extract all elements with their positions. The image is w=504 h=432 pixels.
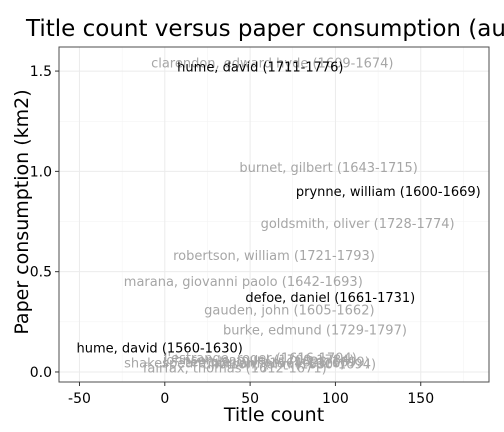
x-tick-label: 50	[241, 391, 259, 407]
x-tick-label: 100	[322, 391, 349, 407]
point-label: shakespeare, william (1564-1616)	[124, 356, 345, 371]
point-labels: clarendon, edward hyde (1609-1674) burnet…	[77, 57, 481, 377]
point-label: johnson, samuel (1709-1784)	[162, 353, 355, 368]
point-label: tillotson, john (1630-1694)	[203, 357, 376, 372]
point-label: gauden, john (1605-1662)	[204, 303, 374, 318]
x-tick-label: 0	[160, 391, 169, 407]
y-axis-ticks: 0.0 0.5 1.0 1.5	[30, 64, 59, 381]
highlighted-point-label: defoe, daniel (1661-1731)	[245, 291, 415, 306]
point-label: marana, giovanni paolo (1642-1693)	[124, 275, 363, 290]
grid-lines	[59, 47, 489, 382]
point-label: l'estrange, roger (1616-1704)	[164, 351, 357, 366]
y-tick-label: 0.0	[30, 365, 52, 381]
point-label: burke, edmund (1729-1797)	[223, 323, 407, 338]
plot-panel: clarendon, edward hyde (1609-1674) burnet…	[58, 46, 490, 383]
y-axis-title: Paper consumption (km2)	[11, 89, 33, 334]
highlighted-point-label: prynne, william (1600-1669)	[296, 185, 481, 200]
plot-border	[58, 46, 490, 383]
x-axis-ticks: -50 0 50 100 150	[68, 382, 434, 407]
point-label: robertson, william (1721-1793)	[173, 249, 375, 264]
point-label: goldsmith, oliver (1728-1774)	[261, 217, 455, 232]
x-tick-label: -50	[68, 391, 91, 407]
y-tick-label: 0.5	[30, 265, 52, 281]
highlighted-point-label: hume, david (1711-1776)	[177, 61, 343, 76]
point-label: clarendon, edward hyde (1609-1674)	[151, 57, 393, 72]
y-tick-label: 1.5	[30, 64, 52, 80]
point-label: temple, william (1628-1699)	[185, 355, 370, 370]
point-label: fairfax, thomas (1612-1671)	[143, 361, 327, 376]
x-tick-label: 150	[407, 391, 434, 407]
plot-background	[58, 46, 490, 383]
x-axis-title: Title count	[223, 404, 324, 426]
highlighted-point-label: hume, david (1560-1630)	[77, 341, 243, 356]
point-label: burnet, gilbert (1643-1715)	[239, 161, 418, 176]
chart-title: Title count versus paper consumption (au…	[25, 16, 504, 42]
y-tick-label: 1.0	[30, 164, 52, 180]
